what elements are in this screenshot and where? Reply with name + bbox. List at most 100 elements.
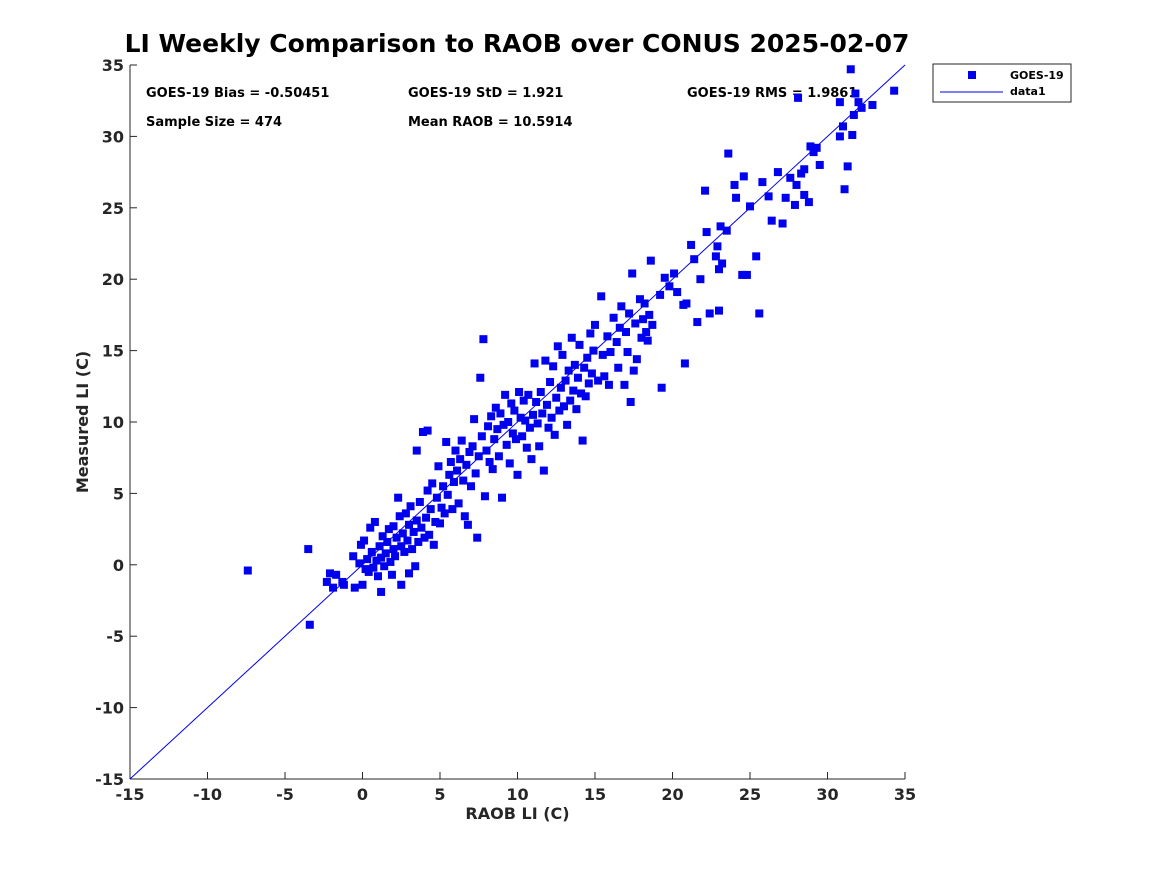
data-point (384, 525, 393, 534)
data-point (781, 193, 790, 202)
data-point (378, 532, 387, 541)
data-point (792, 180, 801, 189)
data-point (553, 342, 562, 351)
data-point (468, 442, 477, 451)
data-point (423, 426, 432, 435)
data-point (467, 482, 475, 491)
data-point (609, 313, 618, 322)
data-point (549, 362, 558, 371)
data-point (370, 517, 379, 526)
data-point (401, 509, 410, 518)
data-point (349, 552, 358, 561)
y-tick-label: 10 (102, 413, 124, 432)
data-point (397, 580, 406, 589)
data-point (530, 359, 539, 368)
data-point (470, 415, 479, 424)
data-point (522, 443, 531, 452)
data-point (519, 396, 528, 405)
data-point (550, 430, 559, 439)
data-point (460, 512, 469, 521)
data-point (646, 256, 655, 265)
data-point (380, 562, 389, 571)
data-point (560, 402, 568, 411)
data-point (594, 376, 603, 385)
data-point (598, 350, 607, 359)
data-point (752, 252, 761, 261)
data-point (597, 292, 606, 301)
data-point (648, 320, 657, 329)
data-point (631, 319, 640, 328)
data-point (364, 567, 373, 576)
data-point (742, 270, 751, 279)
data-point (518, 432, 527, 441)
data-point (442, 437, 451, 446)
data-point (403, 536, 412, 545)
x-axis-label: RAOB LI (C) (465, 804, 569, 823)
data-point (480, 492, 489, 501)
data-point (511, 435, 520, 444)
data-point (422, 513, 431, 522)
data-point (573, 373, 582, 382)
data-point (465, 447, 474, 456)
data-point (800, 190, 809, 199)
data-point (527, 455, 536, 464)
data-point (564, 366, 573, 375)
data-point (525, 423, 534, 432)
data-point (657, 383, 666, 392)
data-point (505, 459, 514, 468)
x-tick-label: 5 (434, 785, 445, 804)
data-point (457, 436, 466, 445)
data-point (529, 410, 537, 419)
data-point (846, 65, 855, 74)
data-point (612, 338, 621, 347)
data-point (389, 545, 398, 554)
data-point (411, 562, 420, 571)
data-point (645, 310, 654, 319)
chart-title: LI Weekly Comparison to RAOB over CONUS … (125, 29, 910, 58)
data-point (446, 457, 455, 466)
data-point (372, 556, 381, 565)
data-point (471, 469, 480, 478)
data-point (682, 299, 691, 308)
data-point (451, 446, 460, 455)
data-point (408, 545, 417, 554)
stat-rms: GOES-19 RMS = 1.9861 (687, 86, 857, 101)
data-point (507, 399, 516, 408)
data-point (758, 178, 767, 187)
data-point (363, 555, 372, 564)
reference-line-data1 (129, 64, 906, 780)
y-tick-label: -15 (95, 770, 124, 789)
data-point (488, 465, 497, 474)
data-point (360, 536, 369, 545)
data-point (397, 542, 406, 551)
data-point (437, 503, 446, 512)
data-point (640, 299, 649, 308)
data-point (764, 192, 773, 201)
data-point (739, 172, 748, 181)
data-point (730, 180, 739, 189)
data-layer (129, 64, 906, 780)
data-point (459, 476, 468, 485)
data-point (400, 547, 409, 556)
data-point (790, 200, 799, 209)
data-point (637, 333, 646, 342)
data-point (835, 132, 844, 141)
data-point (693, 318, 702, 327)
data-point (711, 252, 720, 261)
y-axis-label: Measured LI (C) (73, 351, 92, 493)
data-point (538, 409, 547, 418)
data-point (415, 497, 424, 506)
data-point (420, 533, 429, 542)
data-point (635, 295, 644, 304)
data-point (584, 379, 593, 388)
y-tick-label: 0 (113, 556, 124, 575)
data-point (713, 242, 722, 251)
stat-bias: GOES-19 Bias = -0.50451 (146, 86, 329, 101)
data-point (738, 270, 747, 279)
y-tick-label: 5 (113, 484, 124, 503)
data-point (383, 537, 392, 546)
data-point (705, 309, 714, 318)
data-point (516, 413, 525, 422)
legend-marker-square (968, 71, 976, 79)
data-point (614, 363, 623, 372)
